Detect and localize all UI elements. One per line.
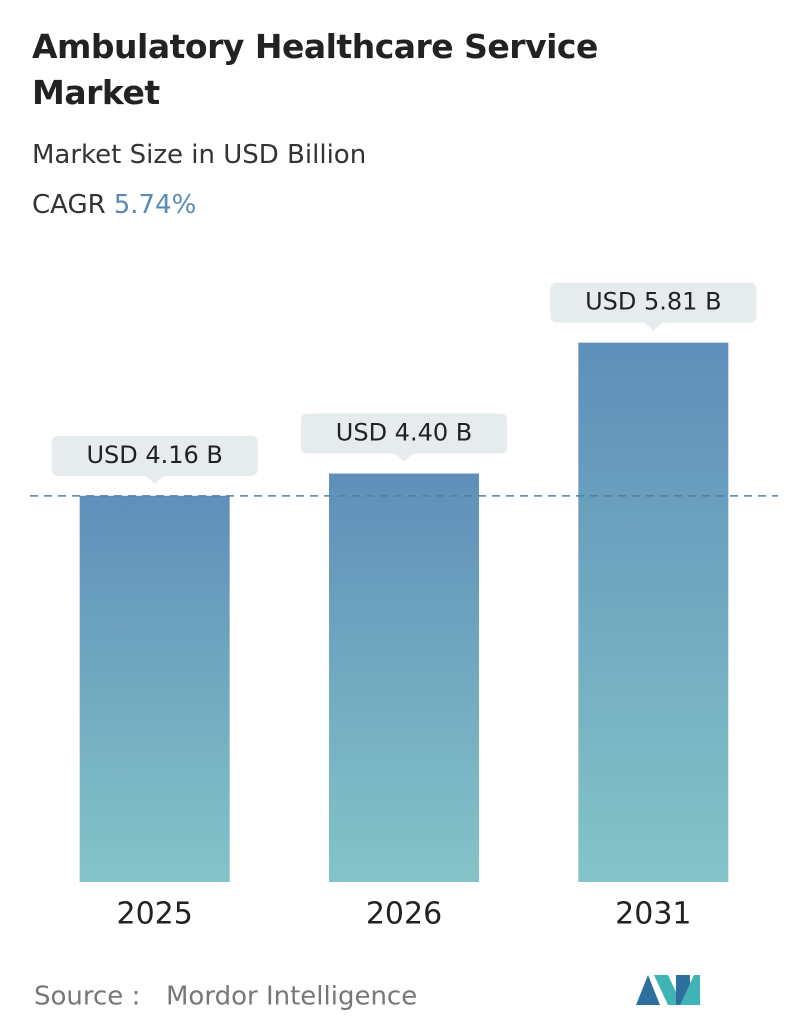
bar (329, 473, 479, 882)
cagr-value: 5.74% (113, 190, 197, 220)
bar (578, 342, 729, 883)
value-label: USD 5.81 B (585, 288, 721, 316)
source-label: Source : (34, 982, 140, 1012)
cagr-label: CAGR (32, 190, 106, 220)
source: Mordor Intelligence (166, 982, 417, 1012)
chart-title: Ambulatory Healthcare Service Market (32, 27, 598, 112)
value-label: USD 4.40 B (336, 419, 472, 447)
logo (636, 975, 700, 1005)
x-tick-label: 2026 (366, 897, 442, 932)
value-label: USD 4.16 B (86, 441, 222, 469)
value-callout (301, 413, 507, 462)
cagr: CAGR 5.74% (32, 190, 196, 220)
bar (79, 495, 230, 882)
value-callout (550, 282, 757, 331)
x-tick-label: 2025 (116, 897, 192, 932)
subtitle: Market Size in USD Billion (32, 140, 367, 170)
x-tick-label: 2031 (615, 897, 691, 932)
value-callout (51, 435, 258, 484)
